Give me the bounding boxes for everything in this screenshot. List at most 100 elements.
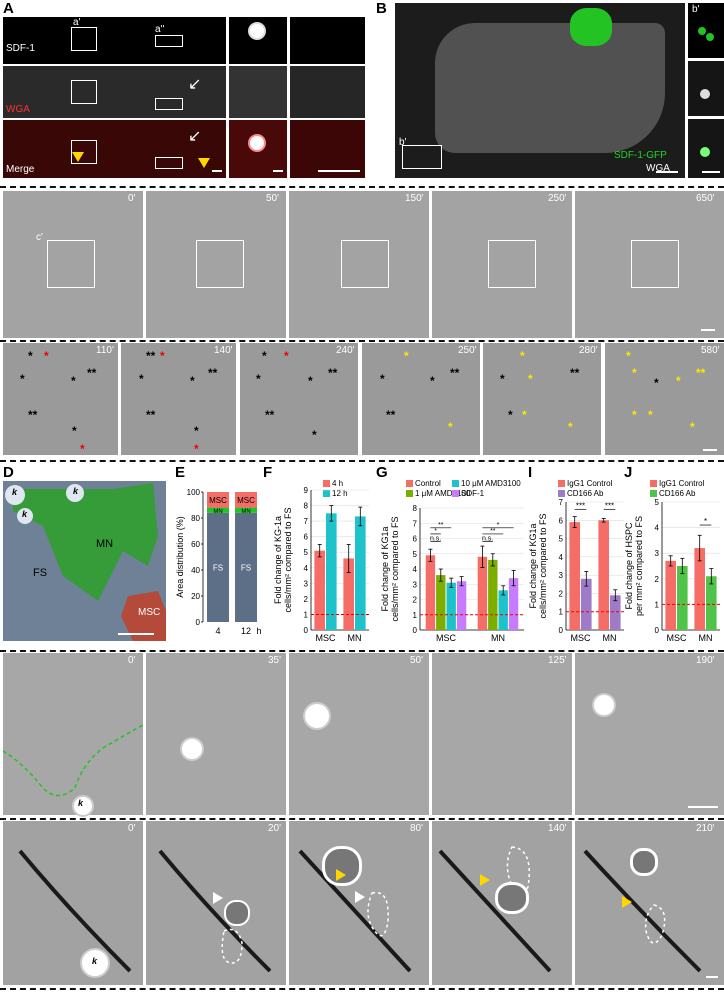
open-yellow-arrowhead-icon bbox=[622, 896, 632, 908]
divider bbox=[0, 460, 724, 462]
panel-b-inset-box bbox=[402, 145, 442, 169]
legend-label: CD166 Ab bbox=[659, 489, 696, 498]
panel-c-time-250: 250' bbox=[548, 193, 567, 204]
scale-bar bbox=[212, 170, 222, 172]
bar bbox=[355, 516, 366, 630]
legend-swatch bbox=[558, 490, 565, 497]
bar bbox=[425, 555, 436, 630]
panel-a-merge-image bbox=[3, 120, 226, 178]
x-tick-label: 12 bbox=[241, 626, 251, 636]
y-tick-label: 6 bbox=[304, 533, 309, 542]
y-tick-label: 8 bbox=[304, 502, 309, 511]
white-arrow-icon: ↙ bbox=[188, 76, 202, 93]
y-tick-label: 4 bbox=[655, 524, 660, 533]
bar bbox=[706, 576, 717, 630]
panel-cp-time-280: 280' bbox=[579, 345, 598, 356]
y-tick-label: 3 bbox=[559, 571, 564, 580]
panel-f-label: F bbox=[263, 464, 273, 481]
y-tick-label: 7 bbox=[413, 519, 418, 528]
panel-c-frame-250 bbox=[432, 191, 572, 338]
y-tick-label: 100 bbox=[187, 488, 201, 497]
cell-marker-star: * bbox=[568, 420, 573, 434]
y-axis-label: cells/mm² compared to FS bbox=[390, 516, 400, 621]
legend-label: 1 μM AMD3100 bbox=[415, 489, 471, 498]
panel-d-k3: k bbox=[22, 509, 28, 519]
panel-d-k1: k bbox=[12, 487, 18, 497]
panel-a-row-label-sdf1: SDF-1 bbox=[6, 43, 35, 54]
bar bbox=[436, 575, 446, 630]
cell-marker-star: * bbox=[404, 349, 409, 363]
panel-a-inset2-wga bbox=[290, 66, 365, 118]
panel-c-frame-50 bbox=[146, 191, 286, 338]
cell-marker-star: * bbox=[44, 349, 49, 363]
panel-k-cell bbox=[322, 846, 362, 886]
y-tick-label: 2 bbox=[655, 575, 660, 584]
legend-label: 12 h bbox=[332, 489, 348, 498]
panel-e-label: E bbox=[175, 464, 186, 481]
bar bbox=[677, 566, 688, 630]
legend-label: Control bbox=[415, 479, 441, 488]
x-tick-label: MN bbox=[699, 633, 713, 643]
cell-marker-star: * bbox=[520, 349, 525, 363]
significance-label: ** bbox=[490, 528, 496, 535]
cell-marker-star: ** bbox=[265, 408, 275, 422]
yellow-arrowhead-icon bbox=[480, 874, 490, 886]
panel-a-inset2-merge bbox=[290, 120, 365, 178]
legend-label: CD166 Ab bbox=[567, 489, 604, 498]
cell-marker-star: * bbox=[80, 442, 85, 456]
cell-marker-star: ** bbox=[146, 408, 156, 422]
cell-marker-star: * bbox=[284, 349, 289, 363]
cell-marker-star: * bbox=[160, 349, 165, 363]
panel-a-wga-image bbox=[3, 66, 226, 118]
cell-marker-star: * bbox=[72, 424, 77, 438]
y-tick-label: 2 bbox=[413, 596, 418, 605]
panel-cp-frame-110 bbox=[3, 343, 118, 455]
cell-marker-star: ** bbox=[87, 366, 97, 380]
panel-k-frame-0 bbox=[3, 821, 143, 985]
cell-marker-star: ** bbox=[328, 366, 338, 380]
y-tick-label: 5 bbox=[413, 550, 418, 559]
scale-bar bbox=[701, 329, 715, 331]
y-tick-label: 0 bbox=[559, 626, 564, 635]
x-tick-label: MN bbox=[491, 633, 505, 643]
bar bbox=[598, 520, 609, 630]
cell-marker-star: ** bbox=[696, 366, 706, 380]
cell-marker-star: * bbox=[528, 372, 533, 386]
y-tick-label: 1 bbox=[655, 600, 660, 609]
panel-h-time-50: 50' bbox=[410, 655, 424, 666]
panel-d-k2: k bbox=[73, 486, 79, 496]
panel-h-cell bbox=[303, 702, 331, 730]
cell-marker-star: * bbox=[632, 408, 637, 422]
cell-marker-star: * bbox=[676, 374, 681, 388]
y-tick-label: 80 bbox=[191, 514, 200, 523]
bar bbox=[569, 522, 580, 630]
panel-h-frame-125 bbox=[432, 653, 572, 815]
panel-k-time-210: 210' bbox=[696, 823, 715, 834]
panel-cp-time-250: 250' bbox=[458, 345, 477, 356]
divider bbox=[0, 186, 724, 188]
segment-label: FS bbox=[213, 563, 223, 572]
panel-d-fs: FS bbox=[33, 567, 48, 579]
cell-marker-star: ** bbox=[570, 366, 580, 380]
y-axis-label: Area distribution (%) bbox=[175, 516, 185, 598]
divider bbox=[0, 988, 724, 990]
bar bbox=[694, 548, 705, 630]
y-tick-label: 5 bbox=[655, 498, 660, 507]
cell-marker-star: * bbox=[380, 372, 385, 386]
yellow-arrowhead-icon bbox=[336, 869, 346, 881]
panel-a-row-label-wga: WGA bbox=[6, 104, 30, 115]
panel-b-inset-title: b' bbox=[692, 4, 700, 15]
panel-cp-frame-580 bbox=[605, 343, 724, 455]
panel-d-mn: MN bbox=[96, 538, 114, 550]
panel-k-frame-80 bbox=[289, 821, 429, 985]
scale-bar bbox=[706, 976, 718, 978]
panel-k-cell-k bbox=[80, 948, 110, 978]
y-tick-label: 7 bbox=[559, 498, 564, 507]
stacked-bar-segment bbox=[235, 512, 257, 622]
panel-k-cell bbox=[495, 882, 529, 914]
panel-k-cell bbox=[224, 900, 250, 926]
y-axis-label: Fold change of KG1a bbox=[528, 523, 538, 608]
stacked-bar-segment bbox=[207, 492, 229, 508]
segment-label: MN bbox=[241, 509, 250, 515]
